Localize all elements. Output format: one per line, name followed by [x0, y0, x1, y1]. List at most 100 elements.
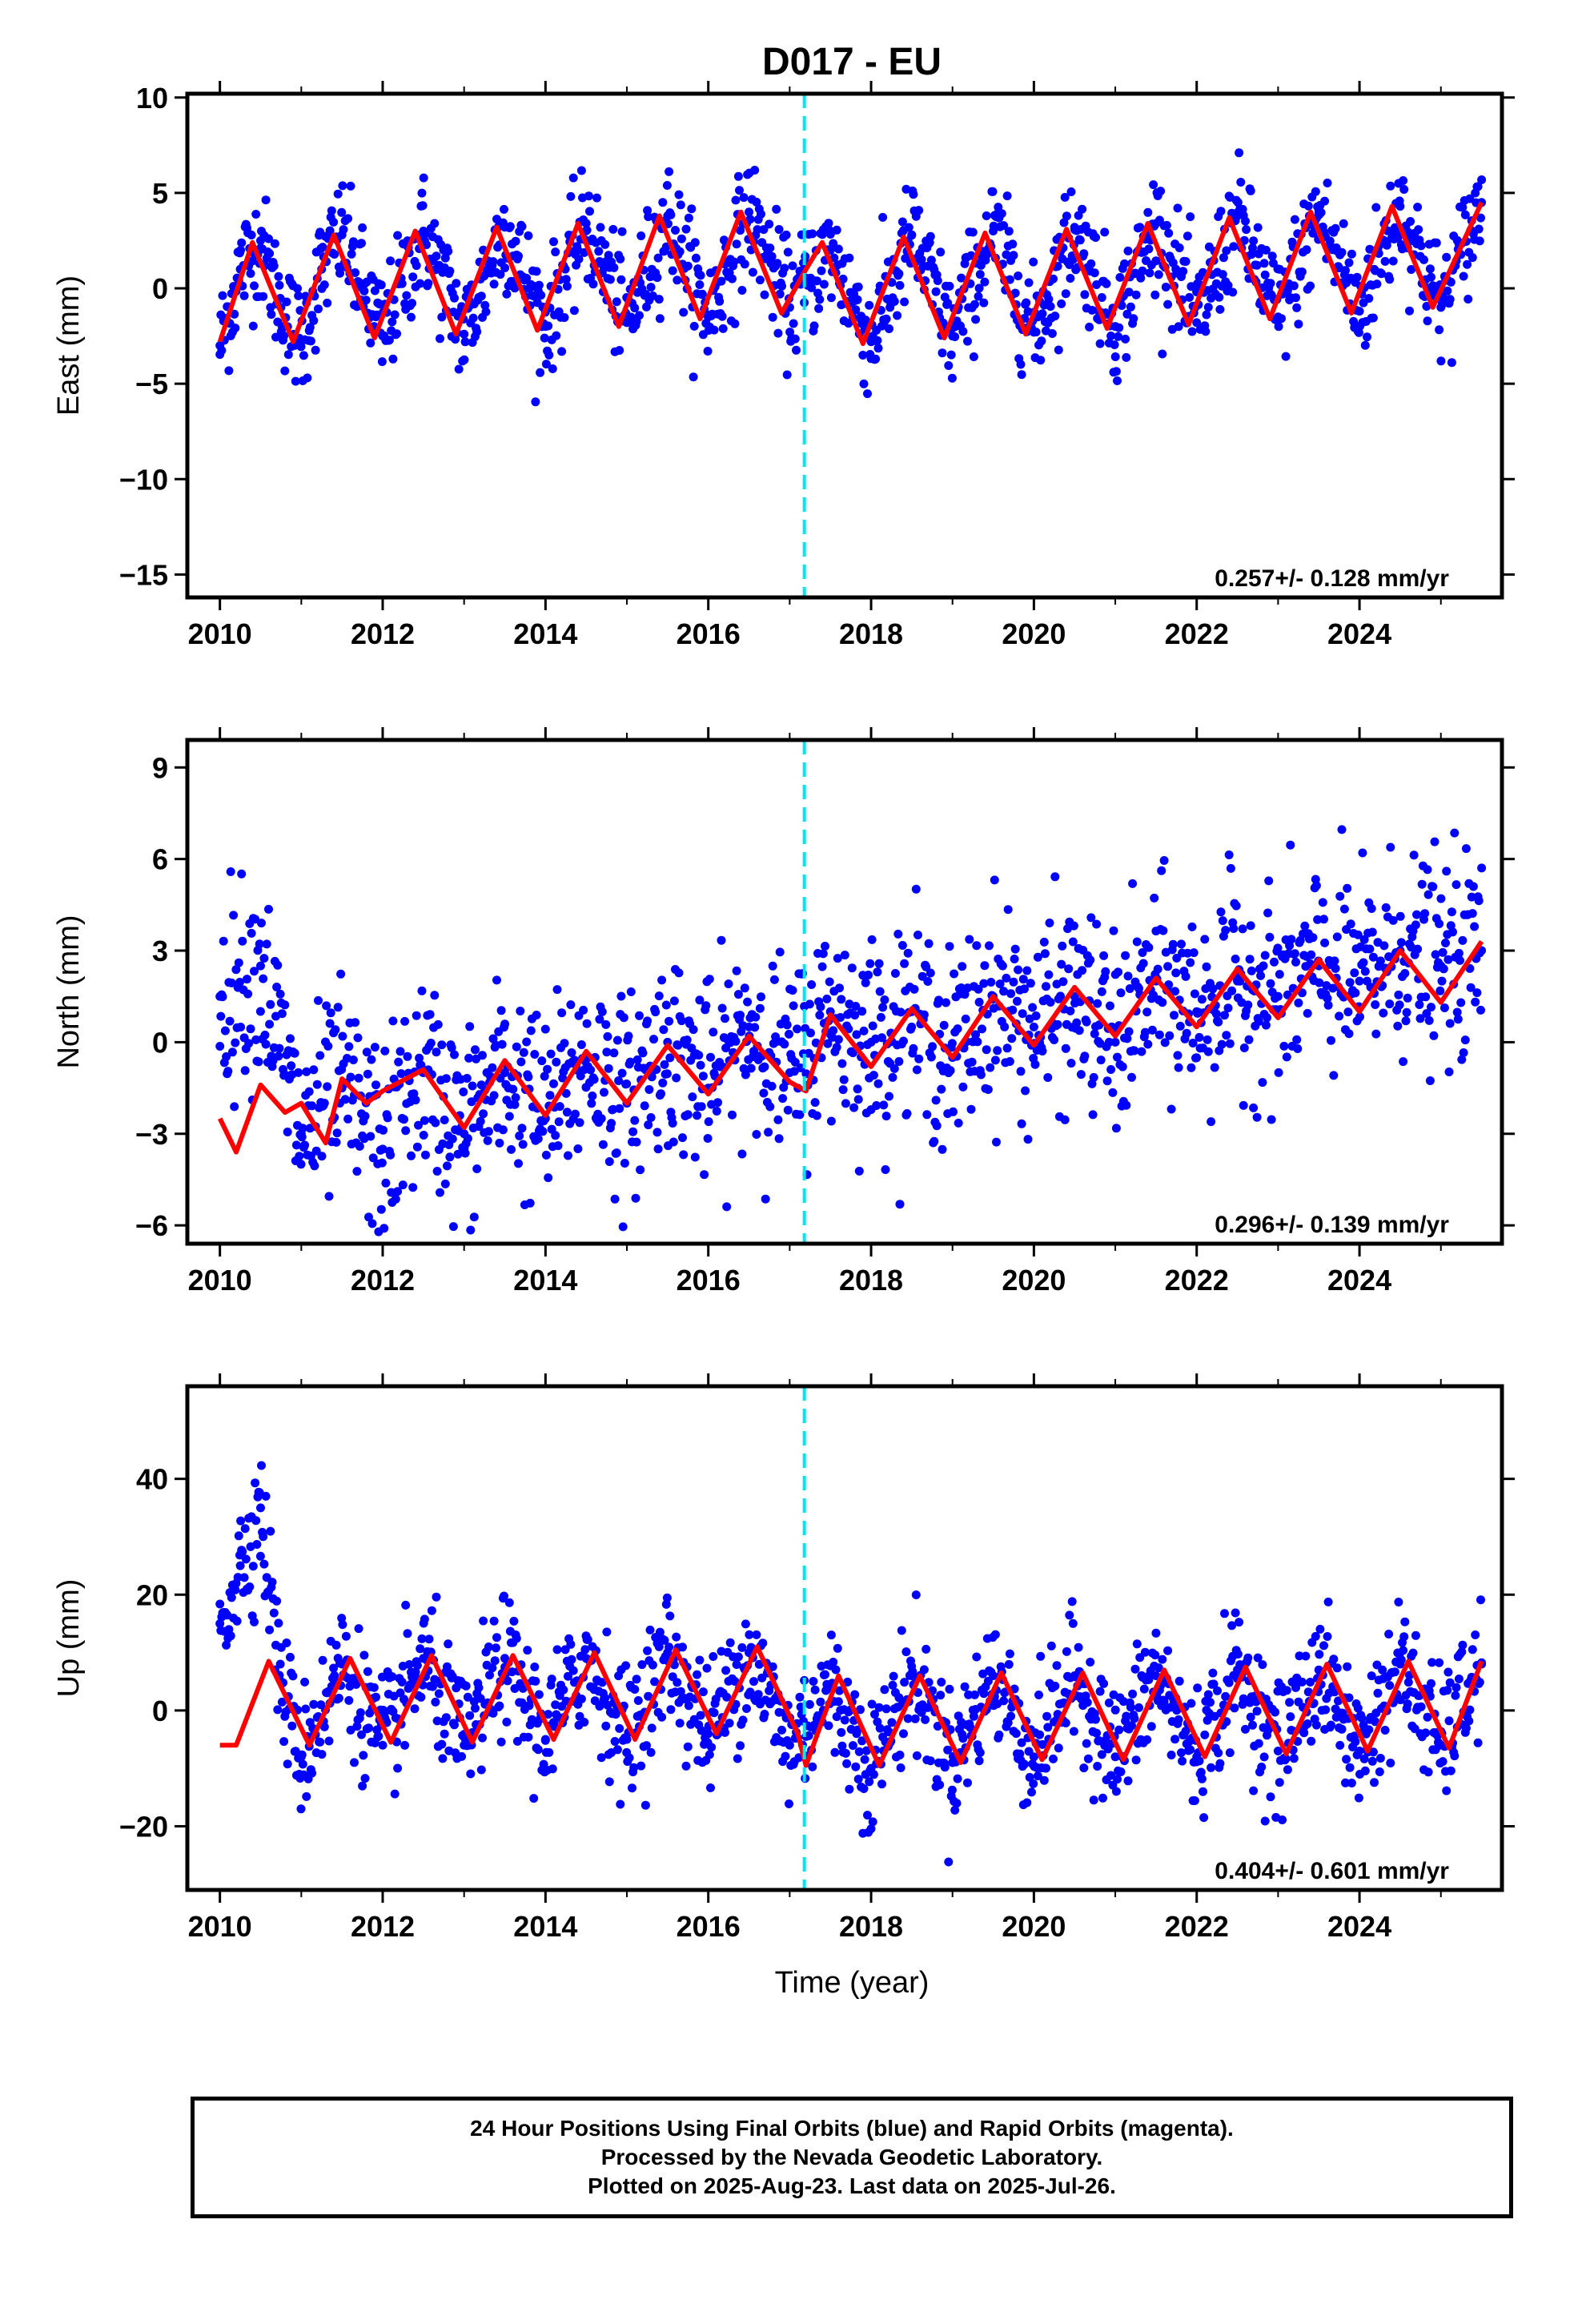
data-point [1265, 932, 1275, 942]
data-point [826, 1630, 836, 1640]
data-point [889, 296, 899, 306]
data-point [1201, 327, 1211, 336]
y-tick-label: 5 [152, 177, 168, 210]
data-point [489, 279, 499, 289]
data-point [1209, 1679, 1219, 1689]
data-point [239, 291, 249, 300]
data-point [683, 1742, 693, 1751]
data-point [1443, 1667, 1453, 1677]
data-point [1339, 904, 1349, 914]
data-point [1092, 919, 1102, 929]
data-point [318, 1655, 327, 1665]
data-point [1266, 279, 1275, 288]
data-point [767, 251, 777, 261]
data-point [1384, 1630, 1394, 1638]
data-point [948, 1758, 958, 1767]
data-point [704, 1117, 713, 1127]
data-point [1364, 1725, 1374, 1735]
data-point [1036, 1651, 1046, 1661]
data-point [753, 1690, 763, 1699]
data-point [610, 1737, 620, 1746]
data-point [601, 1019, 611, 1029]
data-point [630, 1116, 640, 1125]
data-point [434, 1689, 444, 1699]
data-point [982, 211, 991, 220]
data-point [650, 1677, 660, 1687]
caption-line-3: Plotted on 2025-Aug-23. Last data on 202… [588, 2173, 1116, 2198]
data-point [1131, 290, 1141, 300]
y-tick-label: 9 [152, 751, 168, 784]
data-point [341, 1631, 351, 1641]
data-point [1249, 1786, 1259, 1795]
data-point [733, 171, 743, 181]
data-point [557, 1008, 567, 1018]
data-point [973, 1037, 982, 1047]
data-point [1368, 313, 1378, 323]
data-point [1007, 1034, 1017, 1043]
x-tick-label: 2018 [839, 617, 903, 650]
data-point [857, 1007, 867, 1016]
data-point [1187, 327, 1197, 336]
data-point [441, 1713, 451, 1723]
data-point [624, 1753, 634, 1763]
data-point [1043, 1073, 1053, 1082]
data-point [728, 274, 737, 283]
data-point [512, 1634, 521, 1643]
x-tick-label: 2020 [1002, 1264, 1066, 1297]
data-point [1010, 944, 1020, 954]
data-point [1315, 1624, 1325, 1634]
data-point [331, 1640, 341, 1650]
y-tick-label: 20 [136, 1578, 168, 1611]
data-point [1136, 273, 1146, 283]
data-point [678, 1642, 687, 1652]
data-point [1423, 1767, 1433, 1777]
data-point [1116, 988, 1126, 998]
data-point [1360, 967, 1370, 976]
data-point [296, 337, 306, 347]
data-point [1113, 1775, 1122, 1784]
data-point [218, 291, 227, 300]
data-point [436, 334, 444, 344]
caption-line-2: Processed by the Nevada Geodetic Laborat… [600, 2145, 1103, 2169]
data-point [1438, 1757, 1447, 1767]
data-point [1101, 967, 1110, 976]
data-point [397, 279, 407, 288]
data-point [1295, 1651, 1304, 1661]
data-point [1174, 322, 1183, 332]
data-point [774, 225, 784, 234]
data-point [453, 1149, 463, 1159]
data-point [849, 1103, 859, 1112]
data-point [1138, 948, 1147, 957]
data-point [300, 1677, 310, 1687]
data-point [1162, 220, 1171, 230]
data-point [1292, 1035, 1302, 1044]
data-point [1029, 257, 1038, 267]
data-point [1427, 1003, 1435, 1012]
data-point [500, 1654, 510, 1663]
data-point [1342, 1755, 1351, 1764]
data-point [346, 1725, 355, 1735]
data-point [999, 987, 1009, 996]
data-point [450, 1050, 459, 1059]
data-point [947, 1039, 957, 1048]
final-orbit-points [215, 148, 1487, 407]
data-point [1477, 175, 1487, 184]
data-point [1178, 267, 1188, 276]
data-point [518, 1140, 528, 1149]
x-tick-label: 2016 [677, 1910, 741, 1943]
data-point [1046, 998, 1055, 1007]
data-point [894, 269, 904, 279]
data-point [644, 1120, 653, 1130]
data-point [1016, 1067, 1026, 1076]
data-point [363, 1069, 372, 1079]
data-point [1086, 955, 1095, 965]
data-point [523, 1646, 532, 1655]
data-point [420, 1614, 429, 1624]
data-point [586, 1065, 596, 1075]
data-point [1068, 937, 1078, 947]
data-point [1159, 856, 1169, 865]
data-point [847, 963, 857, 973]
data-point [460, 1129, 469, 1139]
data-point [1245, 955, 1255, 964]
data-point [971, 315, 981, 324]
